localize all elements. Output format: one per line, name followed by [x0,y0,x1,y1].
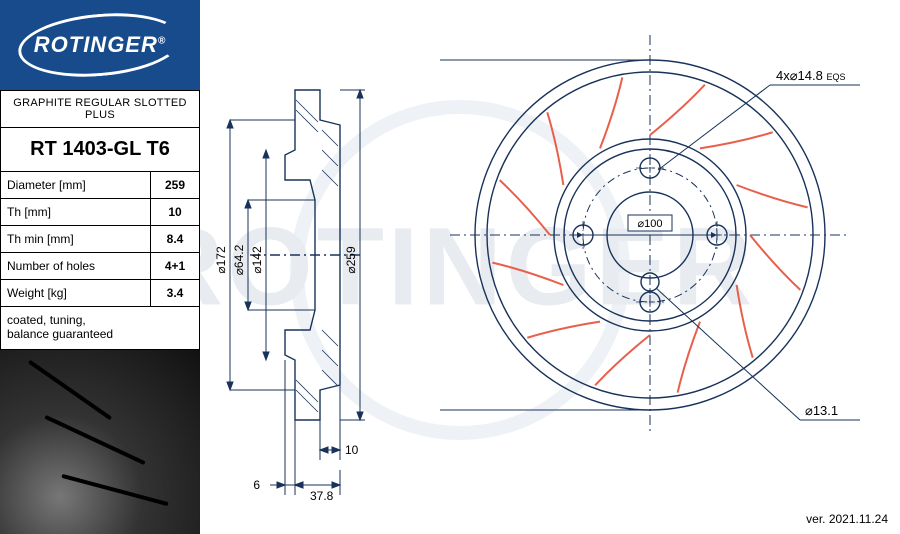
spec-row: Number of holes4+1 [1,253,199,280]
spec-label: Th min [mm] [1,226,151,252]
spec-row: Weight [kg]3.4 [1,280,199,307]
spec-label: Number of holes [1,253,151,279]
spec-value: 259 [151,172,199,198]
spec-footer: coated, tuning, balance guaranteed [1,307,199,349]
spec-row: Th [mm]10 [1,199,199,226]
brand-logo: ROTINGER® [0,0,200,90]
product-line-title: GRAPHITE REGULAR SLOTTED PLUS [1,91,199,128]
logo-text: ROTINGER® [34,32,167,58]
spec-row: Th min [mm]8.4 [1,226,199,253]
version-label: ver. 2021.11.24 [806,512,888,526]
dim-w37-8: 37.8 [310,489,334,503]
spec-value: 8.4 [151,226,199,252]
dim-w6: 6 [253,478,260,492]
spec-value: 4+1 [151,253,199,279]
dim-d142: ⌀142 [250,246,264,274]
dim-w10: 10 [345,443,359,457]
callout-bolt: 4x⌀14.8 EQS [776,68,846,83]
section-drawing: ⌀172 ⌀64.2 ⌀142 ⌀259 10 6 37.8 [210,30,440,520]
product-photo [0,348,200,534]
spec-label: Th [mm] [1,199,151,225]
spec-label: Diameter [mm] [1,172,151,198]
spec-label: Weight [kg] [1,280,151,306]
spec-value: 3.4 [151,280,199,306]
dim-d64-2: ⌀64.2 [232,244,246,275]
spec-row: Diameter [mm]259 [1,172,199,199]
callout-center-hole: ⌀13.1 [805,403,838,418]
dim-pcd: ⌀100 [638,218,663,230]
spec-panel: GRAPHITE REGULAR SLOTTED PLUS RT 1403-GL… [0,90,200,350]
dim-d259: ⌀259 [344,246,358,274]
spec-value: 10 [151,199,199,225]
front-drawing: ⌀100 4x⌀14.8 EQS ⌀13.1 [440,20,900,490]
part-number: RT 1403-GL T6 [1,128,199,172]
dim-d172: ⌀172 [214,246,228,274]
